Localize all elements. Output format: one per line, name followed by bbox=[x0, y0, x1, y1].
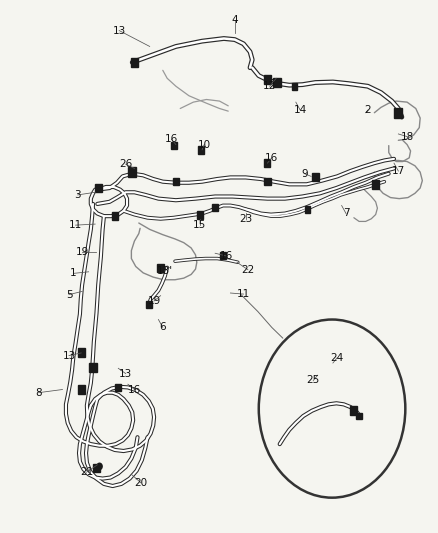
Bar bbox=[128, 167, 136, 177]
Bar bbox=[219, 253, 225, 260]
Text: 16: 16 bbox=[219, 251, 232, 261]
Bar bbox=[291, 83, 297, 90]
Bar bbox=[115, 384, 121, 391]
Text: 19: 19 bbox=[147, 296, 160, 306]
Text: 17: 17 bbox=[391, 166, 404, 176]
Text: 23: 23 bbox=[239, 214, 252, 224]
Bar bbox=[311, 173, 318, 181]
Text: 25: 25 bbox=[306, 375, 319, 385]
Bar bbox=[356, 413, 361, 419]
Text: 11: 11 bbox=[237, 289, 250, 299]
Text: 5: 5 bbox=[66, 289, 72, 300]
Text: 4: 4 bbox=[231, 15, 237, 25]
Bar bbox=[263, 159, 269, 167]
Bar bbox=[264, 178, 270, 185]
Text: 1: 1 bbox=[70, 269, 77, 278]
Text: 11: 11 bbox=[69, 220, 82, 230]
Bar bbox=[146, 301, 151, 308]
Bar bbox=[196, 211, 203, 219]
Text: 16: 16 bbox=[127, 384, 141, 394]
Bar bbox=[173, 178, 179, 185]
Text: 19: 19 bbox=[75, 247, 88, 257]
Bar bbox=[95, 184, 101, 192]
Bar bbox=[393, 108, 401, 117]
Bar bbox=[272, 78, 280, 87]
Text: 22: 22 bbox=[240, 265, 254, 274]
Bar bbox=[89, 363, 96, 372]
Bar bbox=[111, 212, 118, 220]
Text: 15: 15 bbox=[193, 220, 206, 230]
Text: 6: 6 bbox=[159, 322, 166, 333]
Bar bbox=[304, 206, 310, 213]
Text: 8: 8 bbox=[35, 387, 42, 398]
Text: 24: 24 bbox=[330, 353, 343, 362]
Text: 20: 20 bbox=[134, 478, 147, 488]
Text: 7: 7 bbox=[342, 208, 349, 219]
Bar bbox=[78, 385, 85, 394]
Text: 14: 14 bbox=[293, 105, 306, 115]
Text: 12: 12 bbox=[262, 81, 276, 91]
Bar bbox=[93, 464, 100, 472]
Bar bbox=[371, 180, 378, 189]
Bar bbox=[78, 349, 85, 358]
Bar bbox=[170, 142, 177, 149]
Bar bbox=[350, 407, 357, 415]
Text: 13: 13 bbox=[112, 26, 126, 36]
Text: 13: 13 bbox=[119, 369, 132, 378]
Text: 2: 2 bbox=[364, 105, 370, 115]
Bar bbox=[263, 75, 270, 84]
Circle shape bbox=[97, 463, 102, 470]
Text: 9: 9 bbox=[300, 169, 307, 179]
Bar bbox=[212, 204, 218, 211]
Bar bbox=[131, 58, 138, 67]
Text: 10: 10 bbox=[197, 140, 210, 150]
Text: 21: 21 bbox=[80, 467, 93, 477]
Text: 13: 13 bbox=[62, 351, 75, 361]
Text: 16: 16 bbox=[265, 153, 278, 163]
Text: 13': 13' bbox=[156, 266, 173, 276]
Text: 26: 26 bbox=[119, 159, 132, 169]
Text: 16: 16 bbox=[165, 134, 178, 144]
Text: 18: 18 bbox=[399, 132, 413, 142]
Circle shape bbox=[258, 319, 404, 498]
Bar bbox=[198, 146, 204, 154]
Bar bbox=[157, 264, 163, 271]
Text: 3: 3 bbox=[74, 190, 81, 200]
